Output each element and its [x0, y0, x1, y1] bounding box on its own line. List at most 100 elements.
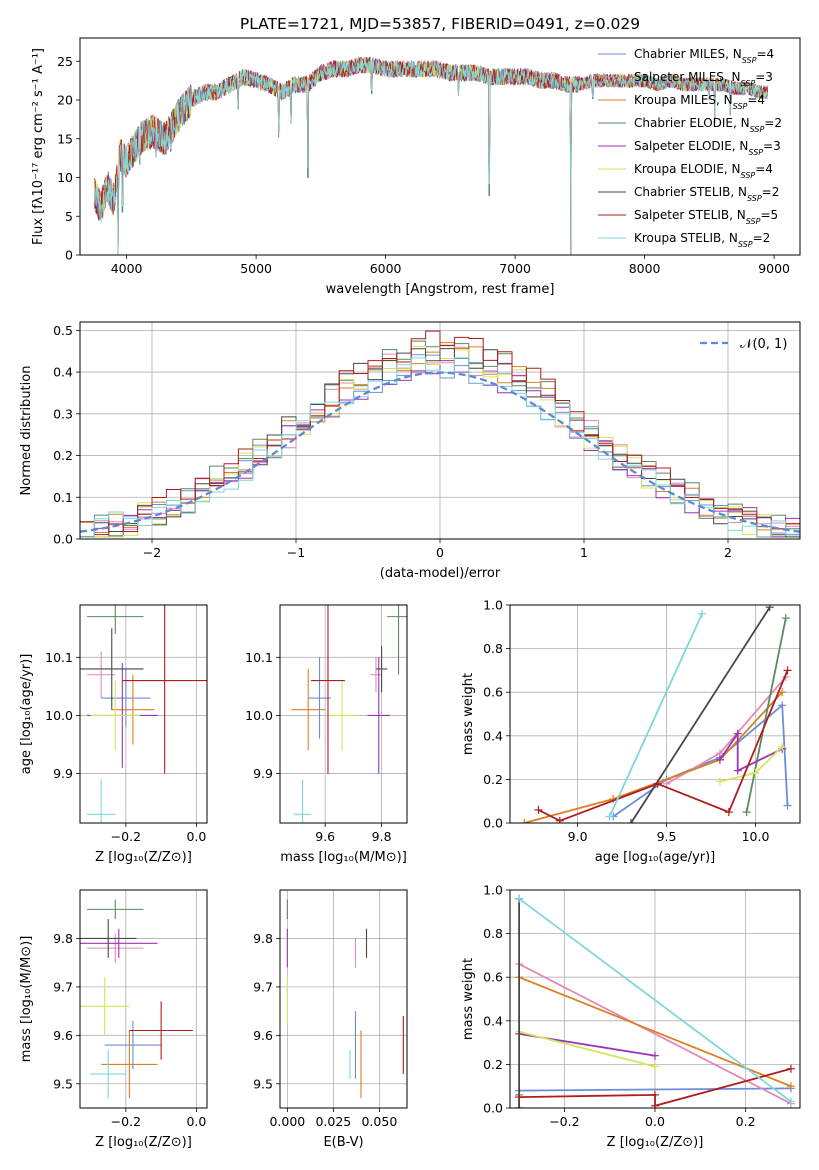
- x-tick-label: 8000: [629, 261, 661, 276]
- y-tick-label: 0.0: [53, 532, 73, 547]
- hist-kroupa-stelib: [80, 357, 800, 539]
- plot-area: [291, 605, 407, 823]
- weight-marker: [651, 1101, 659, 1108]
- panel-age-vs-mass: 9.6 9.8 9.9 10.0 10.1 mass [log₁₀(M/M⊙)]: [245, 604, 408, 865]
- y-axis-label: mass weight: [461, 673, 476, 755]
- y-tick-label: 0.4: [483, 1013, 503, 1028]
- x-tick-label: 7000: [499, 261, 531, 276]
- y-tick-label: 0.6: [483, 970, 503, 985]
- y-tick-label: 0.8: [483, 926, 503, 941]
- legend-entry: Chabrier ELODIE, NSSP=2: [634, 116, 782, 134]
- axes-frame: [79, 37, 801, 256]
- x-tick-label: 2: [724, 545, 732, 560]
- x-tick-label: 9.6: [315, 829, 335, 844]
- legend-entry: Salpeter ELODIE, NSSP=3: [634, 139, 781, 157]
- weight-line-salpeter-stelib: [519, 1067, 792, 1107]
- y-tick-label: 0.2: [53, 448, 73, 463]
- axes-frame: [509, 889, 801, 1109]
- weight-marker: [778, 742, 787, 751]
- weight-marker: [786, 1082, 795, 1091]
- weight-marker: [783, 801, 792, 810]
- panel-residuals: −2 −1 0 1 2 0.0 0.1 0.2 0.3 0.4 0.5 (data-model)/er…: [19, 321, 801, 581]
- y-tick-label: 15: [57, 131, 73, 146]
- x-tick-label: 10.0: [742, 829, 770, 844]
- grid: [280, 605, 407, 823]
- x-tick-label: 0.050: [361, 1114, 397, 1129]
- weight-marker: [515, 1104, 524, 1108]
- x-axis-label: mass [log₁₀(M/M⊙)]: [280, 850, 407, 865]
- grid: [510, 889, 800, 1109]
- y-tick-label: 25: [57, 54, 73, 69]
- weight-marker: [515, 1093, 524, 1102]
- x-axis-label: Z [log₁₀(Z/Z⊙)]: [95, 1135, 192, 1150]
- y-tick-label: 9.6: [53, 1028, 73, 1043]
- weight-marker: [781, 614, 790, 623]
- panel-mass-vs-EBV: 0.000 0.025 0.050 9.5 9.6 9.7 9.8 E(B-V): [253, 889, 408, 1150]
- x-tick-label: −0.2: [111, 829, 141, 844]
- plot-area: [80, 605, 207, 823]
- panel-weight-vs-age: 9.0 9.5 10.0 0.0 0.2 0.4 0.6 0.8 1.0 age [log₁₀(a…: [461, 598, 801, 865]
- weight-line-kroupa-stelib: [608, 613, 703, 817]
- y-tick-label: 9.6: [253, 1028, 273, 1043]
- weight-marker: [651, 1051, 659, 1060]
- y-tick-label: 5: [65, 209, 73, 224]
- y-tick-label: 0.8: [483, 641, 503, 656]
- figure-title: PLATE=1721, MJD=53857, FIBERID=0491, z=0…: [240, 15, 640, 33]
- weight-marker: [653, 779, 662, 788]
- y-tick-label: 9.7: [53, 979, 73, 994]
- y-tick-label: 0.0: [483, 1101, 503, 1116]
- weight-marker: [765, 605, 774, 612]
- panel-mass-vs-Z: −0.2 0.0 9.5 9.6 9.7 9.8 Z [log₁₀(Z/Z⊙)] mass […: [19, 889, 208, 1150]
- weight-marker: [605, 812, 614, 821]
- weight-marker: [778, 701, 787, 710]
- y-tick-label: 9.5: [53, 1076, 73, 1091]
- weight-marker: [778, 688, 787, 697]
- legend-entry: Kroupa STELIB, NSSP=2: [634, 231, 770, 249]
- x-axis-label: Z [log₁₀(Z/Z⊙)]: [95, 850, 192, 865]
- y-axis-label: Flux [fλ10⁻¹⁷ erg cm⁻² s⁻¹ A⁻¹]: [31, 48, 46, 245]
- y-tick-label: 10.0: [245, 708, 273, 723]
- weight-marker: [724, 808, 733, 817]
- weight-marker: [786, 1064, 795, 1073]
- legend-entry: 𝒩(0, 1): [740, 337, 787, 352]
- y-tick-label: 10: [57, 170, 73, 185]
- plot-area: [286, 899, 404, 1099]
- weight-line-chabrier-stelib: [630, 606, 771, 823]
- weight-line-salpeter-miles: [666, 676, 787, 785]
- axes-frame: [79, 321, 801, 540]
- axes-frame: [79, 889, 208, 1109]
- x-tick-label: 9.0: [568, 829, 588, 844]
- spectrum-line-kroupa-stelib: [93, 56, 768, 255]
- weight-marker: [786, 1097, 795, 1106]
- y-tick-label: 0.2: [483, 772, 503, 787]
- weight-marker: [698, 609, 707, 618]
- y-tick-label: 9.8: [53, 931, 73, 946]
- plot-area: [515, 894, 795, 1108]
- y-axis-label: Normed distribution: [19, 366, 34, 496]
- y-tick-label: 1.0: [483, 883, 503, 898]
- weight-marker: [520, 819, 529, 823]
- weight-marker: [534, 805, 543, 814]
- x-tick-label: 9.5: [657, 829, 677, 844]
- y-tick-label: 0.2: [483, 1057, 503, 1072]
- x-axis-label: age [log₁₀(age/yr)]: [595, 850, 716, 865]
- x-axis-label: Z [log₁₀(Z/Z⊙)]: [607, 1135, 704, 1150]
- x-tick-label: 0.0: [186, 829, 206, 844]
- weight-marker: [783, 666, 792, 675]
- weight-line-kroupa-miles: [523, 691, 783, 823]
- plot-area: [93, 56, 768, 255]
- legend-entry: Salpeter MILES, NSSP=3: [634, 70, 773, 88]
- y-tick-label: 9.5: [253, 1076, 273, 1091]
- axes-frame: [279, 604, 408, 824]
- y-tick-label: 10.1: [245, 650, 273, 665]
- weight-marker: [651, 1062, 659, 1071]
- y-tick-label: 0.0: [483, 816, 503, 831]
- weight-marker: [742, 808, 751, 817]
- plot-area: [80, 899, 193, 1099]
- y-tick-label: 0.1: [53, 490, 73, 505]
- weight-marker: [733, 729, 742, 738]
- x-tick-label: 0.0: [186, 1114, 206, 1129]
- axes-frame: [509, 604, 801, 824]
- x-tick-label: −2: [143, 545, 161, 560]
